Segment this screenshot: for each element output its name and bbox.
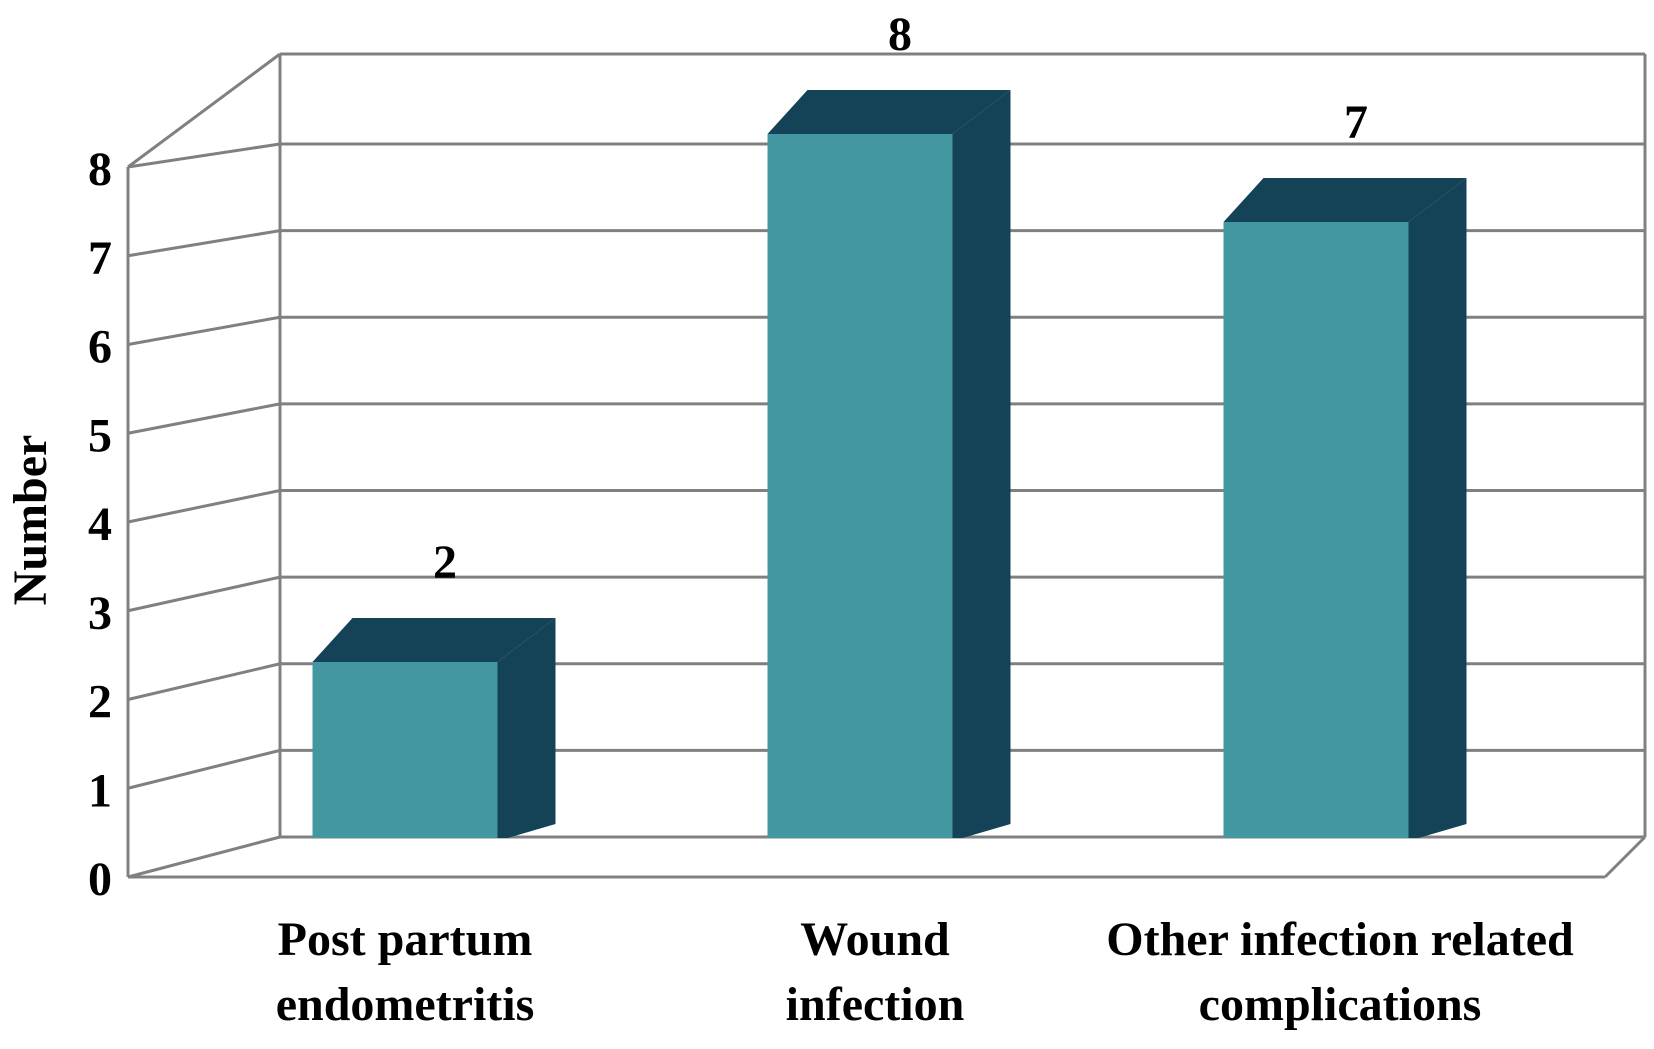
bar (312, 618, 556, 838)
x-tick-label: endometritis (276, 978, 535, 1031)
bar-front-face (767, 134, 953, 838)
y-tick-label: 2 (88, 676, 112, 729)
bar-front-face (312, 662, 498, 838)
side-gridline (127, 748, 281, 790)
side-gridline (127, 402, 281, 435)
side-gridline (127, 489, 281, 524)
x-tick-label: complications (1199, 978, 1482, 1031)
y-tick-label: 5 (88, 409, 112, 462)
x-tick-label: Wound (800, 913, 950, 966)
floor-right-edge (1603, 835, 1647, 879)
side-gridline (127, 229, 281, 258)
y-tick-label: 8 (88, 143, 112, 196)
y-tick-label: 6 (88, 321, 112, 374)
side-gridline (127, 142, 281, 169)
bar-top-face (1223, 178, 1467, 222)
x-tick-label: infection (786, 978, 965, 1031)
y-tick-label: 7 (88, 232, 112, 285)
y-tick-label: 3 (88, 587, 112, 640)
bar-top-face (312, 618, 556, 662)
bar (767, 90, 1011, 838)
y-tick-label: 0 (88, 853, 112, 906)
y-axis-label: Number (4, 435, 57, 606)
side-gridline (127, 662, 281, 701)
y-tick-label: 1 (88, 764, 112, 817)
bar-front-face (1223, 222, 1409, 838)
x-tick-label: Other infection related (1106, 913, 1574, 966)
x-tick-label: Post partum (278, 913, 533, 966)
data-label: 8 (888, 8, 912, 61)
bar-top-face (767, 90, 1011, 134)
side-wall-top-edge (127, 52, 281, 169)
bars-layer (312, 90, 1467, 838)
data-label: 7 (1344, 96, 1368, 149)
bar (1223, 178, 1467, 838)
side-gridline (127, 575, 281, 613)
side-gridline (127, 835, 281, 879)
bar-side-face (1408, 178, 1467, 838)
text-layer: Number 0 1 2 3 4 5 6 7 8 2 8 7 Post partum endometrit… (4, 8, 1574, 1031)
bar-side-face (952, 90, 1011, 838)
bar-side-face (497, 618, 556, 838)
side-gridline (127, 315, 281, 346)
data-label: 2 (433, 536, 457, 589)
y-tick-label: 4 (88, 498, 112, 551)
